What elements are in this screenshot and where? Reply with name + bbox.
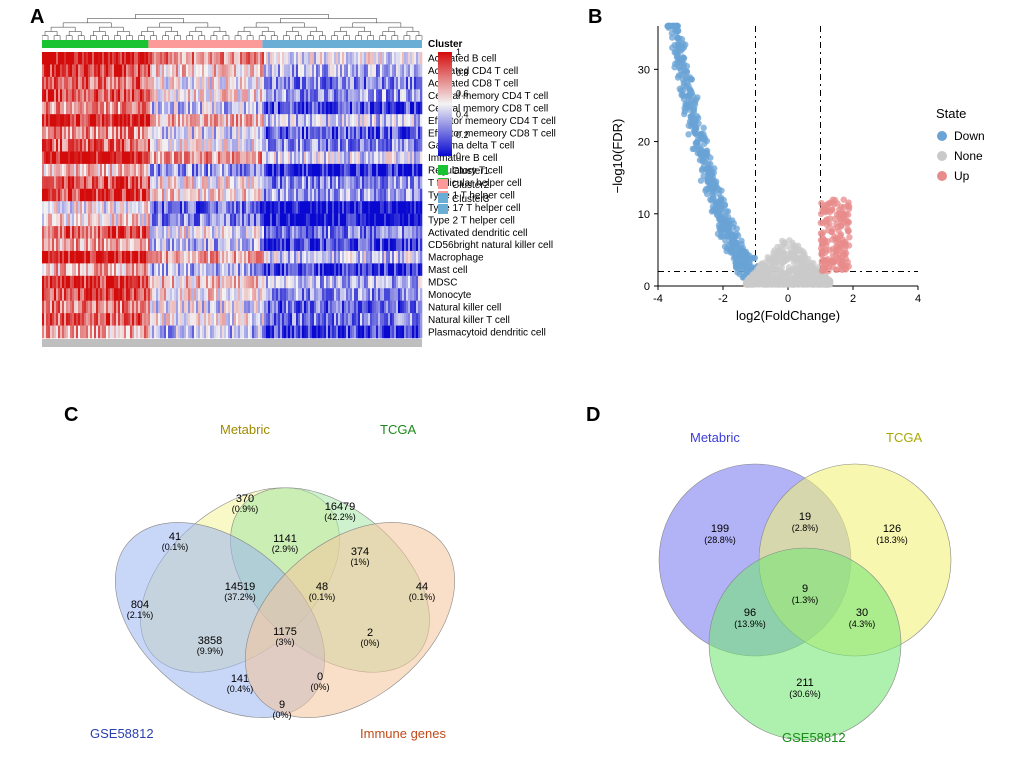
- svg-text:0: 0: [456, 151, 461, 161]
- venn-region-count: 96: [744, 607, 756, 619]
- heatmap-row-label: Mast cell: [428, 265, 467, 276]
- venn-set-label: GSE58812: [782, 730, 846, 745]
- svg-text:30: 30: [638, 64, 650, 76]
- venn-region-pct: (30.6%): [789, 689, 821, 699]
- venn-region-count: 19: [799, 511, 811, 523]
- venn-region-pct: (0%): [272, 710, 291, 720]
- cluster-bar-seg: [42, 40, 148, 48]
- venn-region-pct: (0.1%): [409, 592, 436, 602]
- venn3-panel: Metabric TCGA GSE58812 199(28.8%) 19(2.8%) 12…: [600, 420, 1000, 760]
- heatmap-panel: Activated B cellActivated CD4 T cellActi…: [42, 10, 582, 350]
- venn-set-label: GSE58812: [90, 726, 154, 741]
- cluster-swatch: [438, 179, 448, 189]
- volcano-panel: -4 -2 0 2 4 0 10 20 30 log2(FoldChange) −log10(FDR…: [600, 16, 1004, 336]
- heatmap-row-label: Type 2 T helper cell: [428, 215, 515, 226]
- legend-swatch: [937, 171, 947, 181]
- venn-region-pct: (0.1%): [309, 592, 336, 602]
- venn-region-pct: (1%): [350, 557, 369, 567]
- cluster-swatch: [438, 165, 448, 175]
- svg-text:-4: -4: [653, 293, 663, 305]
- venn-region-count: 9: [802, 583, 808, 595]
- panel-label-d: D: [586, 404, 600, 427]
- heatmap-row-label: Plasmacytoid dendritic cell: [428, 327, 546, 338]
- venn-set-label: TCGA: [380, 422, 416, 437]
- volcano-ylabel: −log10(FDR): [610, 119, 625, 194]
- venn-region-pct: (42.2%): [324, 512, 356, 522]
- svg-text:10: 10: [638, 209, 650, 221]
- heatmap-colorbar: [438, 52, 452, 156]
- venn-region-pct: (2.9%): [272, 544, 299, 554]
- svg-text:0.2: 0.2: [456, 130, 469, 140]
- venn-region-pct: (18.3%): [876, 535, 908, 545]
- venn-region-count: 30: [856, 607, 868, 619]
- venn-region-pct: (13.9%): [734, 619, 766, 629]
- svg-text:0.6: 0.6: [456, 89, 469, 99]
- venn-region-pct: (0.4%): [227, 684, 254, 694]
- svg-text:0: 0: [644, 281, 650, 293]
- svg-text:0.4: 0.4: [456, 109, 469, 119]
- venn-set-label: TCGA: [886, 430, 922, 445]
- venn-region-pct: (0.9%): [232, 504, 259, 514]
- svg-text:2: 2: [850, 293, 856, 305]
- legend-label: Down: [954, 129, 985, 143]
- venn-region-pct: (28.8%): [704, 535, 736, 545]
- venn-region-pct: (0%): [360, 638, 379, 648]
- legend-label: Up: [954, 169, 970, 183]
- heatmap-row-label: Natural killer T cell: [428, 315, 510, 326]
- svg-text:-2: -2: [718, 293, 728, 305]
- venn-region-pct: (3%): [275, 637, 294, 647]
- venn-region-pct: (9.9%): [197, 646, 224, 656]
- venn-set-label: Metabric: [220, 422, 270, 437]
- venn-region-pct: (1.3%): [792, 595, 819, 605]
- venn-region-pct: (0.1%): [162, 542, 189, 552]
- heatmap-row-label: Activated dendritic cell: [428, 228, 528, 239]
- svg-text:0.8: 0.8: [456, 68, 469, 78]
- heatmap-row-label: Natural killer cell: [428, 302, 501, 313]
- venn-region-pct: (37.2%): [224, 592, 256, 602]
- svg-text:Cluster: Cluster: [428, 39, 463, 50]
- legend-label: None: [954, 149, 983, 163]
- cluster-bar-seg: [262, 40, 422, 48]
- volcano-legend-title: State: [936, 106, 966, 121]
- venn-region-pct: (2.8%): [792, 523, 819, 533]
- cluster-bar-seg: [148, 40, 262, 48]
- legend-swatch: [937, 131, 947, 141]
- heatmap-row-label: Macrophage: [428, 253, 484, 264]
- venn-region-pct: (2.1%): [127, 610, 154, 620]
- venn-set-label: Metabric: [690, 430, 740, 445]
- heatmap-row-label: Monocyte: [428, 290, 472, 301]
- heatmap-row-label: CD56bright natural killer cell: [428, 240, 553, 251]
- svg-text:4: 4: [915, 293, 921, 305]
- svg-text:20: 20: [638, 137, 650, 149]
- venn-region-count: 199: [711, 523, 729, 535]
- venn-region-pct: (4.3%): [849, 619, 876, 629]
- venn4-panel: MetabricTCGAGSE58812Immune genes370(0.9%…: [60, 420, 530, 760]
- svg-text:0: 0: [785, 293, 791, 305]
- cluster-legend-label: Cluster2: [452, 180, 490, 191]
- heatmap-row-label: MDSC: [428, 278, 457, 289]
- cluster-legend-label: Cluster1: [452, 166, 490, 177]
- cluster-swatch: [438, 193, 448, 203]
- venn-set-label: Immune genes: [360, 726, 446, 741]
- volcano-points: [664, 23, 852, 288]
- volcano-xlabel: log2(FoldChange): [736, 308, 840, 323]
- venn-region-count: 211: [796, 677, 814, 689]
- legend-swatch: [937, 151, 947, 161]
- venn-region-pct: (0%): [310, 682, 329, 692]
- cluster-legend-label: Cluster3: [452, 194, 490, 205]
- venn-region-count: 126: [883, 523, 901, 535]
